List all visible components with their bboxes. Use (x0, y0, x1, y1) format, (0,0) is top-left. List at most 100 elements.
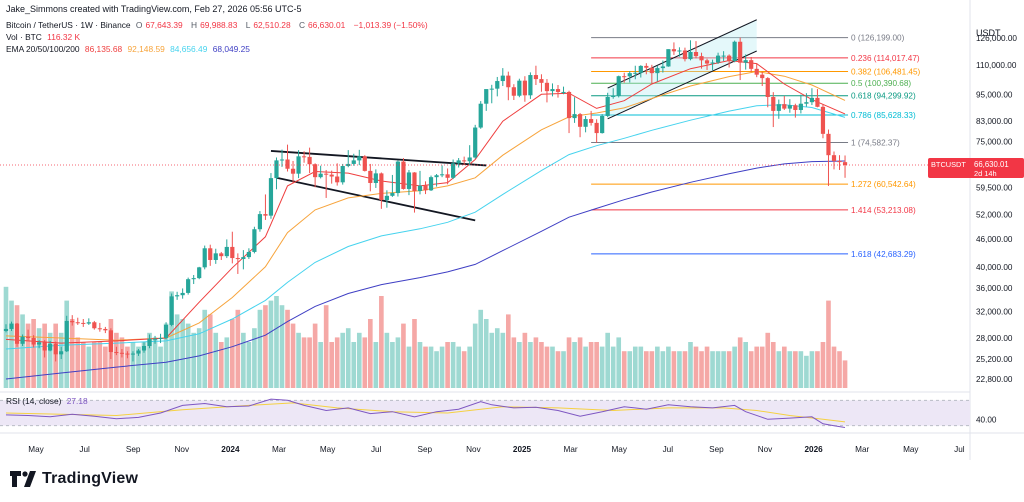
volume-bar (478, 309, 484, 388)
volume-bar (759, 346, 765, 388)
time-tick-label: Sep (126, 445, 141, 454)
volume-bar (191, 332, 196, 388)
volume-bar (136, 346, 141, 388)
volume-bar (809, 351, 815, 388)
volume-bar (268, 300, 274, 388)
high-value: H 69,988.83 (191, 20, 238, 30)
tradingview-logo[interactable]: TradingView (10, 470, 138, 488)
volume-bar (58, 332, 64, 388)
candle-body (522, 80, 527, 96)
candle (59, 346, 64, 360)
candle (373, 169, 378, 188)
volume-legend[interactable]: Vol · BTC 116.32 K (6, 32, 83, 42)
candle-body (379, 173, 384, 201)
volume-bar (141, 342, 147, 388)
last-price-countdown: 2d 14h (974, 169, 997, 178)
candle (660, 60, 665, 73)
candle (257, 211, 263, 232)
volume-bar (483, 319, 489, 388)
volume-bar (86, 346, 92, 388)
candle-body (42, 342, 47, 351)
volume-bar (345, 328, 351, 388)
volume-bar (583, 346, 588, 388)
price-tick-label: 32,000.00 (976, 307, 1013, 316)
time-tick-label: 2026 (804, 445, 823, 454)
candle-body (528, 75, 533, 96)
volume-bar (114, 332, 119, 388)
candle (31, 335, 36, 348)
candle-body (31, 338, 36, 345)
candle (81, 318, 86, 327)
volume-bar (776, 351, 782, 388)
candle-body (3, 328, 9, 332)
volume-bar (80, 342, 86, 388)
candle-body (219, 253, 224, 257)
candle-body (842, 162, 848, 166)
volume-bar (202, 309, 208, 388)
candle (406, 169, 412, 196)
fib-level-label: 1.272 (60,542.64) (851, 180, 916, 189)
candle-body (351, 160, 356, 164)
candle (103, 326, 108, 334)
candle (710, 59, 715, 71)
rsi-legend[interactable]: RSI (14, close) 27.18 (6, 396, 91, 406)
volume-bar (544, 346, 550, 388)
candle-body (252, 229, 257, 252)
volume-bar (368, 319, 373, 388)
candle-body (169, 296, 174, 325)
candle-body (611, 95, 616, 98)
volume-bar (351, 342, 357, 388)
candle (611, 88, 616, 99)
candle (671, 42, 677, 55)
candle-body (831, 155, 837, 161)
volume-bar (20, 314, 25, 388)
volume-bar (649, 351, 655, 388)
wedge-lower-line (276, 176, 476, 222)
price-tick-label: 28,000.00 (976, 334, 1013, 343)
candle-body (511, 87, 516, 96)
volume-bar (180, 319, 185, 388)
volume-bar (257, 309, 263, 388)
candle (533, 65, 539, 86)
author-line: Jake_Simmons created with TradingView.co… (6, 4, 302, 14)
volume-bar (555, 351, 561, 388)
volume-bar (815, 351, 820, 388)
candle-body (649, 67, 654, 74)
volume-bar (605, 332, 610, 388)
candle (704, 58, 710, 70)
ema100-line (5, 104, 846, 350)
candle-body (175, 295, 180, 297)
candle (451, 159, 456, 180)
candle-body (180, 292, 185, 296)
volume-bar (25, 323, 31, 388)
volume-bar (820, 342, 826, 388)
candle-body (108, 330, 113, 353)
candle-body (550, 89, 555, 92)
candle (48, 340, 53, 352)
candle (539, 74, 544, 92)
candle (14, 322, 20, 347)
candle-body (213, 253, 218, 260)
tradingview-logo-icon (10, 471, 36, 487)
candle-body (163, 324, 169, 339)
candles (3, 37, 848, 362)
time-tick-label: May (28, 445, 44, 454)
candle-body (53, 343, 58, 355)
volume-bar (610, 346, 616, 388)
volume-bar (395, 337, 401, 388)
candle (9, 321, 14, 332)
candle (208, 244, 213, 266)
ema20-line (5, 59, 846, 344)
candle (130, 351, 136, 362)
candle-body (605, 97, 610, 116)
candle (423, 181, 428, 195)
candle (693, 41, 699, 59)
symbol-legend[interactable]: Bitcoin / TetherUS · 1W · Binance O 67,64… (6, 20, 431, 30)
candle (329, 170, 334, 184)
volume-bar (533, 337, 539, 388)
price-tick-label: 52,000.00 (976, 210, 1013, 219)
ema-legend[interactable]: EMA 20/50/100/200 86,135.68 92,148.59 84… (6, 44, 253, 54)
candle-body (627, 73, 632, 77)
currency-label[interactable]: USDT (976, 28, 1001, 38)
